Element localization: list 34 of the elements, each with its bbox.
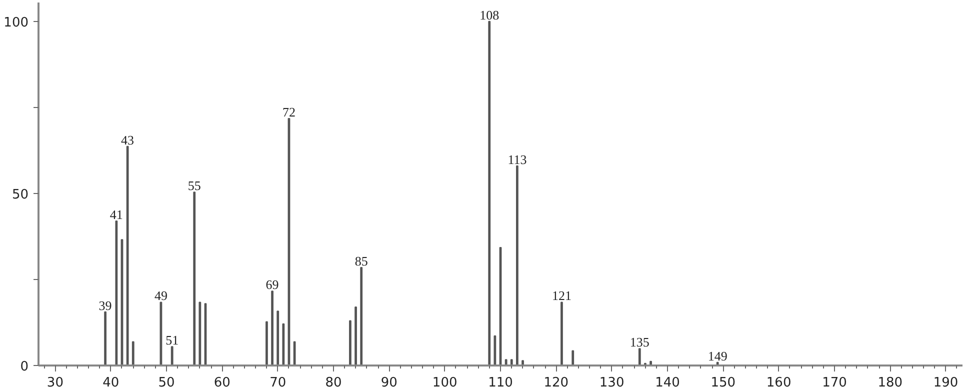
annotation: 39	[98, 298, 112, 313]
y-tick-label: 0	[20, 360, 29, 374]
x-tick-label: 160	[766, 376, 792, 389]
annotation: 43	[121, 132, 134, 148]
x-tick-label: 170	[822, 376, 847, 389]
annotation: 55	[188, 178, 201, 194]
x-tick-label: 80	[325, 376, 342, 389]
x-tick-label: 40	[102, 376, 120, 389]
annotation: 49	[154, 288, 168, 304]
x-tick-label: 60	[214, 376, 230, 389]
annotation: 41	[110, 206, 123, 222]
x-tick-label: 130	[599, 376, 624, 389]
annotation: 121	[552, 288, 572, 304]
x-tick-label: 120	[544, 376, 569, 389]
x-tick-label: 70	[270, 376, 286, 389]
x-tick-label: 90	[380, 376, 398, 389]
x-tick-label: 110	[488, 376, 513, 389]
x-tick-label: 50	[158, 376, 175, 389]
annotation: 85	[354, 253, 368, 268]
annotation: 51	[166, 332, 179, 348]
x-tick-label: 190	[933, 376, 958, 389]
annotation: 72	[282, 104, 296, 120]
annotation: 108	[480, 7, 500, 22]
x-tick-label: 100	[432, 376, 458, 389]
x-tick-label: 180	[878, 376, 903, 389]
annotation: 113	[508, 152, 527, 167]
annotation: 135	[630, 334, 650, 350]
x-tick-label: 30	[46, 376, 64, 389]
annotation: 69	[266, 277, 279, 292]
y-tick-label: 50	[12, 187, 29, 202]
x-tick-label: 150	[710, 376, 736, 389]
y-tick-label: 100	[4, 15, 29, 30]
annotation: 149	[708, 348, 728, 364]
x-tick-label: 140	[655, 376, 680, 389]
